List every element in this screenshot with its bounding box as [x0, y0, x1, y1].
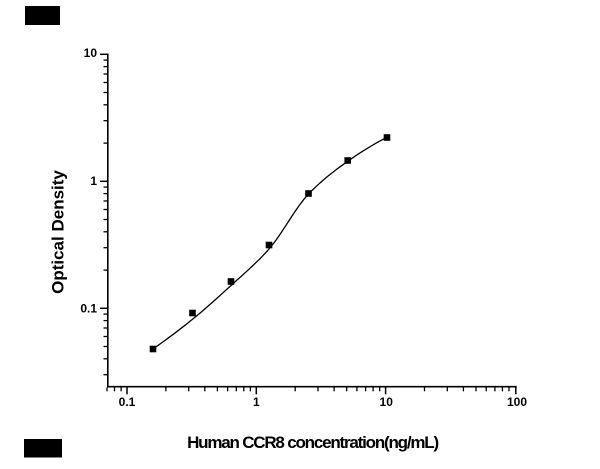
svg-text:Optical Density: Optical Density: [49, 170, 68, 294]
svg-text:0.1: 0.1: [119, 395, 136, 409]
svg-text:Human CCR8 concentration(ng/mL: Human CCR8 concentration(ng/mL): [187, 433, 438, 452]
svg-text:10: 10: [380, 395, 394, 409]
svg-text:100: 100: [507, 395, 527, 409]
svg-text:1: 1: [90, 174, 97, 188]
svg-text:0.1: 0.1: [80, 302, 97, 316]
svg-text:1: 1: [253, 395, 260, 409]
svg-text:10: 10: [84, 46, 98, 60]
